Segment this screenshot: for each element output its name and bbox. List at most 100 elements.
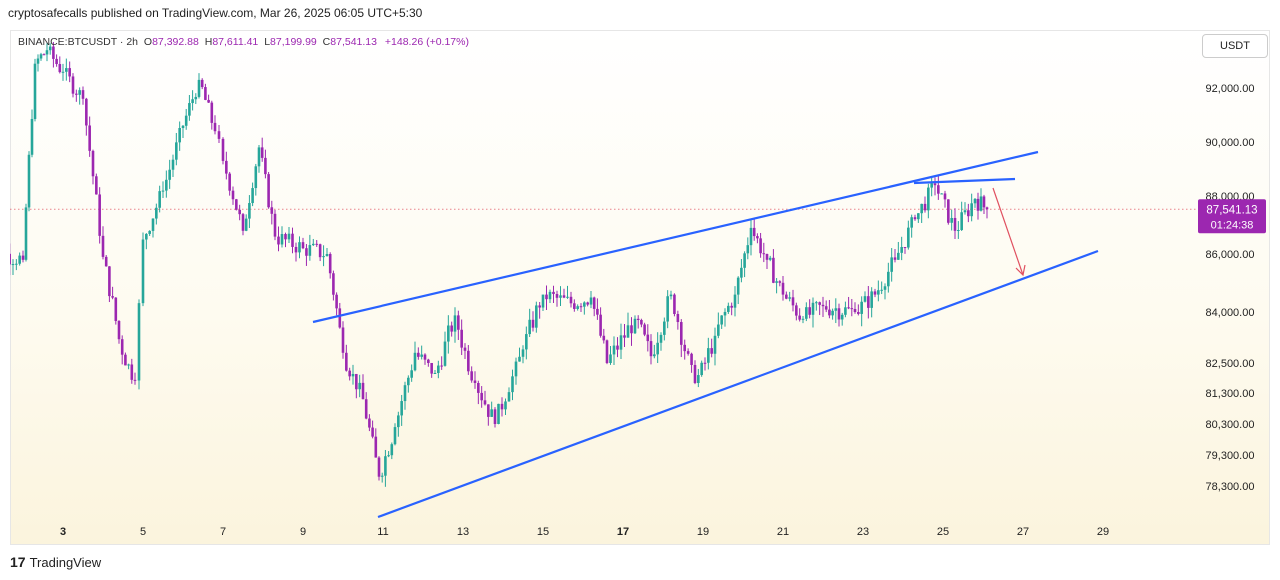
- candle-body: [619, 335, 623, 350]
- candle-body: [104, 256, 108, 267]
- y-axis-tick-label: 78,300.00: [1206, 481, 1255, 493]
- chart-area[interactable]: 92,000.00 90,000.00 88,000.00 86,000.00 84,0…: [10, 30, 1270, 545]
- candle-body: [305, 248, 308, 256]
- candle-body: [514, 361, 518, 377]
- price-tag: [1198, 199, 1266, 234]
- candle-body: [521, 349, 525, 357]
- y-axis-tick-label: 92,000.00: [1206, 83, 1255, 95]
- projection-arrow[interactable]: [992, 187, 1024, 276]
- tradingview-logo[interactable]: 17 TradingView: [10, 554, 101, 570]
- candle-body: [808, 307, 811, 315]
- price-chart[interactable]: 92,000.0090,000.0088,000.0086,000.0084,0…: [10, 30, 1270, 545]
- candle-body: [586, 302, 589, 305]
- candle-body: [599, 314, 602, 336]
- candle-body: [528, 319, 531, 335]
- candle-body: [36, 58, 40, 64]
- candle-body: [756, 236, 759, 239]
- candle-body: [204, 87, 207, 100]
- candle-body: [933, 183, 937, 186]
- resistance-line[interactable]: [913, 177, 1016, 185]
- candle-body: [979, 196, 983, 211]
- candle-body: [733, 294, 737, 308]
- candle-body: [930, 183, 933, 188]
- candle-body: [490, 409, 493, 417]
- candle-body: [254, 166, 258, 189]
- candle-body: [649, 341, 653, 357]
- candle-body: [397, 415, 400, 428]
- candle-body: [940, 193, 943, 195]
- candle-body: [368, 418, 371, 428]
- candle-body: [133, 379, 137, 381]
- candle-body: [834, 308, 838, 311]
- candle-body: [844, 307, 847, 315]
- candle-body: [413, 352, 417, 371]
- candle-body: [264, 157, 267, 175]
- candle-body: [626, 325, 630, 338]
- candle-body: [175, 142, 178, 160]
- lower-trendline[interactable]: [377, 249, 1099, 519]
- candle-body: [470, 371, 473, 381]
- candle-body: [91, 150, 95, 177]
- candle-body: [308, 245, 312, 256]
- candle-body: [483, 400, 487, 405]
- candle-body: [184, 115, 188, 126]
- candle-body: [338, 308, 342, 328]
- candle-body: [673, 294, 676, 315]
- candle-body: [33, 63, 37, 120]
- candle-body: [795, 305, 798, 316]
- candle-body: [985, 207, 989, 210]
- upper-trendline[interactable]: [312, 150, 1039, 324]
- candle-body: [828, 309, 831, 316]
- candle-body: [811, 302, 815, 315]
- candle-body: [260, 147, 264, 158]
- currency-button[interactable]: USDT: [1202, 34, 1268, 58]
- candle-body: [518, 356, 521, 362]
- candle-body: [171, 159, 175, 170]
- candle-body: [145, 233, 148, 240]
- candle-body: [277, 236, 280, 245]
- candle-body: [493, 409, 497, 424]
- candle-body: [433, 373, 437, 374]
- candle-body: [847, 307, 850, 309]
- candle-body: [552, 291, 555, 295]
- candle-body: [341, 327, 345, 353]
- candle-body: [873, 291, 877, 295]
- candle-body: [280, 234, 284, 245]
- candle-body: [322, 256, 325, 258]
- candle-body: [75, 93, 78, 95]
- candle-body: [824, 306, 828, 310]
- candle-body: [377, 457, 381, 477]
- candle-body: [740, 267, 743, 278]
- candle-body: [860, 301, 863, 314]
- candle-body: [161, 190, 165, 192]
- candle-body: [910, 217, 913, 228]
- candle-body: [251, 188, 254, 204]
- candle-body: [351, 373, 355, 377]
- candle-body: [477, 383, 480, 393]
- candle-body: [291, 233, 294, 247]
- candle-body: [241, 214, 245, 231]
- candle-body: [447, 325, 450, 342]
- candle-body: [785, 294, 788, 299]
- candle-body: [963, 210, 967, 213]
- high-value: 87,611.41: [212, 36, 259, 48]
- candle-body: [616, 345, 619, 350]
- candle-body: [420, 354, 423, 357]
- close-value: 87,541.13: [330, 36, 377, 48]
- candle-body: [114, 297, 118, 321]
- candle-body: [410, 370, 413, 378]
- candle-body: [355, 373, 358, 390]
- projection-arrow-head: [1015, 264, 1026, 277]
- ohlc-legend: BINANCE:BTCUSDT · 2h O87,392.88 H87,611.…: [18, 36, 469, 48]
- candle-body: [957, 229, 960, 231]
- symbol-label[interactable]: BINANCE:BTCUSDT · 2h: [18, 36, 138, 48]
- candle-body: [967, 210, 970, 217]
- x-axis-tick-label: 19: [697, 526, 709, 538]
- candle-body: [88, 125, 91, 151]
- candle-body: [95, 176, 98, 195]
- candle-body: [332, 273, 335, 295]
- candle-body: [68, 68, 71, 77]
- candle-body: [137, 303, 141, 381]
- candle-body: [818, 302, 821, 305]
- x-axis-tick-label: 21: [777, 526, 789, 538]
